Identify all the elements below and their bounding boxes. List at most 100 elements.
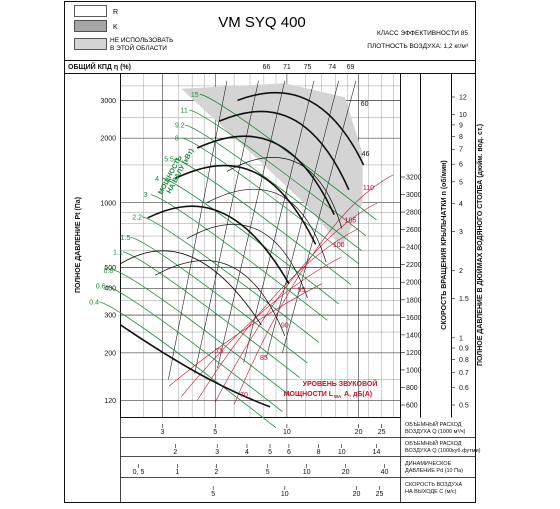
pressure-tick-label: 300 <box>104 313 116 320</box>
efficiency-tick-label: 69 <box>347 64 355 71</box>
efficiency-axis-label: ОБЩИЙ КПД η (%) <box>68 62 131 71</box>
sound-label-3: A, дБ(A) <box>344 391 372 398</box>
shaft-power-line <box>199 93 377 221</box>
speed-curve <box>175 164 317 245</box>
pressure-tick-label: 500 <box>104 265 116 272</box>
power-value-label: 5.5 <box>164 156 174 163</box>
speed-tick-label: 1000 <box>406 367 422 374</box>
c-row-label-2: НА ВЫХОДЕ C (м/с) <box>405 489 457 495</box>
speed-tick-label: 1600 <box>406 315 422 322</box>
inch-tick-label: 1 <box>459 335 463 342</box>
pd-row-tick-label: 5 <box>266 469 270 476</box>
shaft-power-line <box>189 109 367 237</box>
efficiency-tick-label: 66 <box>262 64 270 71</box>
sound-label-sub: WA <box>334 394 342 399</box>
q-row-tick-label: 25 <box>378 429 386 436</box>
sound-power-line <box>181 256 342 397</box>
pd-row-tick-label: 20 <box>342 469 350 476</box>
efficiency-line <box>168 80 228 380</box>
sound-value-label: 70 <box>240 392 248 399</box>
speed-tick-label: 1200 <box>406 350 422 357</box>
cfm-row-tick-label: 5 <box>268 449 272 456</box>
q-row-tick-label: 10 <box>283 429 291 436</box>
power-value-label: 1.1 <box>113 249 123 256</box>
bottom-scales: ОБЪЕМНЫЙ РАСХОД ВОЗДУХА Q (1000 м³/ч) ОБ… <box>120 417 481 503</box>
shaft-power-lines <box>99 93 377 428</box>
pressure-tick-label: 2000 <box>100 136 116 143</box>
power-value-label: 15 <box>191 92 199 99</box>
pressure-tick-label: 120 <box>104 398 116 405</box>
q-row-tick-label: 3 <box>160 429 164 436</box>
power-value-label: 8 <box>175 136 179 143</box>
pressure-tick-label: 400 <box>104 286 116 293</box>
speed-curve <box>120 250 262 326</box>
sound-power-line <box>233 174 394 405</box>
power-value-label: 0.8 <box>104 268 114 275</box>
sound-power-line <box>196 228 359 401</box>
speed-tick-label: 3000 <box>406 192 422 199</box>
c-row-tick-label: 10 <box>281 491 289 498</box>
speed-tick-label: 2800 <box>406 210 422 217</box>
cfm-row-label-1: ОБЪЕМНЫЙ РАСХОД <box>405 439 462 447</box>
shaft-power-line <box>105 285 283 412</box>
power-value-label: 0.4 <box>89 300 99 307</box>
cfm-row-tick-label: 3 <box>215 449 219 456</box>
inch-tick-label: 3 <box>459 229 463 236</box>
speed-curve <box>226 157 343 229</box>
speed-curve-label: 46 <box>362 151 370 158</box>
inch-tick-label: 4 <box>459 201 463 208</box>
inch-tick-label: 2 <box>459 268 463 275</box>
legend: R K НЕ ИСПОЛЬЗОВАТЬ В ЭТОЙ ОБЛАСТИ <box>74 5 173 52</box>
inch-tick-label: 1.5 <box>459 296 469 303</box>
power-value-label: 11 <box>180 108 187 115</box>
sound-value-label: 90 <box>281 322 289 329</box>
sound-value-label: 75 <box>215 348 223 355</box>
speed-tick-label: 2200 <box>406 262 422 269</box>
inch-axis: 12 10 9 8 7 6 5 4 3 2 1.5 1 0.9 0.8 0.7 0.6 0.5 <box>451 95 469 410</box>
efficiency-tick-label: 71 <box>283 64 291 71</box>
q-row-label-1: ОБЪЕМНЫЙ РАСХОД <box>405 420 462 428</box>
shaft-power-line <box>113 269 291 397</box>
pd-row-tick-label: 40 <box>381 469 389 476</box>
cfm-row-tick-label: 6 <box>287 449 291 456</box>
shaft-power-line <box>130 236 308 364</box>
pressure-tick-label: 1000 <box>100 200 116 207</box>
lower-boundary-curve <box>120 324 271 408</box>
c-row-tick-label: 5 <box>211 491 215 498</box>
shaft-power-line <box>184 124 362 252</box>
inch-tick-label: 5 <box>459 179 463 186</box>
c-row-tick-label: 25 <box>376 491 384 498</box>
pd-row-label-1: ДИНАМИЧЕСКОЕ <box>405 461 452 467</box>
legend-swatch-r <box>74 5 107 17</box>
power-value-label: 3 <box>144 192 148 199</box>
inch-tick-label: 0.9 <box>459 346 469 353</box>
cfm-row-tick-label: 4 <box>245 449 249 456</box>
efficiency-line <box>282 80 357 353</box>
speed-curve <box>186 224 308 299</box>
speed-tick-label: 1800 <box>406 297 422 304</box>
right-axis-title: ПОЛНОЕ ДАВЛЕНИЕ В ДЮЙМАХ ВОДЯНОГО СТОЛБА… <box>475 124 484 366</box>
inch-tick-label: 0.5 <box>459 403 469 410</box>
cfm-row-tick-label: 8 <box>317 449 321 456</box>
q-row-tick-label: 5 <box>213 429 217 436</box>
speed-tick-label: 2400 <box>406 245 422 252</box>
inch-tick-label: 10 <box>459 112 467 119</box>
speed-curves <box>120 91 365 408</box>
shaft-power-line <box>150 194 328 321</box>
power-value-label: 9.2 <box>175 123 185 130</box>
left-axis-title: ПОЛНОЕ ДАВЛЕНИЕ Pt (Па) <box>75 197 82 293</box>
sound-value-label: 95 <box>297 287 305 294</box>
page-title: VM SYQ 400 <box>218 14 306 31</box>
shaft-power-line <box>181 137 359 265</box>
q-row-tick-label: 20 <box>355 429 363 436</box>
inch-tick-label: 12 <box>459 95 467 102</box>
power-value-label: 2.2 <box>132 214 142 221</box>
inch-tick-label: 7 <box>459 147 463 154</box>
speed-tick-label: 3200 <box>406 175 422 182</box>
speed-curve <box>206 188 327 263</box>
pressure-tick-label: 200 <box>104 350 116 357</box>
pd-row-tick-label: 0, 5 <box>133 469 145 476</box>
speed-tick-label: 800 <box>406 385 418 392</box>
shaft-power-line <box>142 216 320 343</box>
pd-row-tick-label: 1 <box>175 469 179 476</box>
